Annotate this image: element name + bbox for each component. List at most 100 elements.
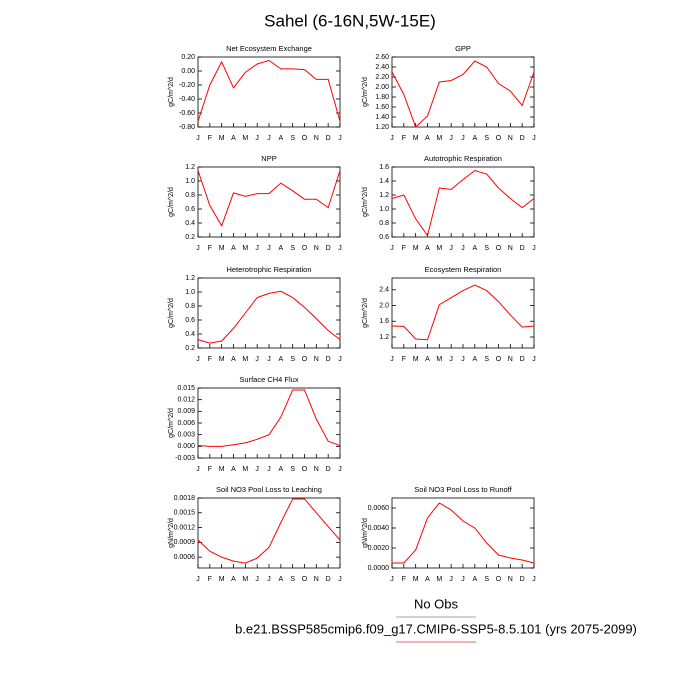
y-tick-label: 1.2 [379, 192, 389, 199]
x-tick-label: A [278, 466, 283, 473]
x-tick-label: M [219, 135, 225, 142]
y-tick-label: 0.4 [185, 331, 195, 338]
x-tick-label: F [402, 135, 406, 142]
x-tick-label: J [461, 576, 465, 583]
x-tick-label: M [436, 576, 442, 583]
panel-title: Soil NO3 Pool Loss to Leaching [216, 485, 322, 494]
y-tick-label: 2.4 [379, 287, 389, 294]
x-tick-label: A [278, 356, 283, 363]
x-tick-label: N [508, 576, 513, 583]
y-tick-label: 0.8 [185, 192, 195, 199]
y-tick-label: 2.40 [375, 64, 389, 71]
x-tick-label: F [402, 356, 406, 363]
data-line [197, 290, 341, 344]
plot-frame [197, 166, 341, 238]
x-tick-label: N [508, 356, 513, 363]
x-tick-label: S [290, 245, 295, 252]
x-tick-label: A [472, 245, 477, 252]
x-tick-label: A [231, 135, 236, 142]
plot-frame [391, 497, 535, 569]
x-tick-label: A [472, 356, 477, 363]
y-tick-label: 1.6 [379, 164, 389, 171]
x-tick-label: N [508, 135, 513, 142]
x-tick-label: S [290, 466, 295, 473]
y-tick-label: 1.0 [379, 206, 389, 213]
y-tick-label: -0.20 [179, 82, 195, 89]
x-tick-label: A [472, 135, 477, 142]
y-axis-label: gC/m^2/d [168, 408, 175, 438]
x-tick-label: F [402, 576, 406, 583]
x-tick-label: A [425, 135, 430, 142]
x-tick-label: F [402, 245, 406, 252]
x-tick-label: J [338, 135, 342, 142]
x-tick-label: J [267, 245, 271, 252]
plot-frame [391, 56, 535, 128]
x-tick-label: D [520, 576, 525, 583]
data-line [197, 170, 341, 227]
x-tick-label: D [520, 135, 525, 142]
y-tick-label: 0.0000 [368, 565, 390, 572]
x-tick-label: J [338, 245, 342, 252]
x-tick-label: M [242, 356, 248, 363]
y-tick-label: 0.0006 [174, 554, 196, 561]
y-tick-label: 0.0040 [368, 525, 390, 532]
x-tick-label: A [278, 576, 283, 583]
x-tick-label: A [425, 576, 430, 583]
x-tick-label: J [461, 245, 465, 252]
obs-label: No Obs [414, 596, 459, 611]
x-tick-label: J [390, 576, 394, 583]
y-tick-label: -0.40 [179, 96, 195, 103]
x-tick-label: J [390, 245, 394, 252]
x-tick-label: J [532, 245, 536, 252]
x-tick-label: N [314, 576, 319, 583]
y-tick-label: 0.6 [185, 317, 195, 324]
data-line [391, 169, 535, 237]
x-tick-label: S [484, 135, 489, 142]
y-tick-label: 0.0020 [368, 545, 390, 552]
x-tick-label: J [338, 356, 342, 363]
x-tick-label: J [255, 356, 259, 363]
y-tick-label: 0.2 [185, 234, 195, 241]
y-tick-label: 1.60 [375, 104, 389, 111]
x-tick-label: M [436, 135, 442, 142]
data-line [392, 502, 535, 564]
figure-title: Sahel (6-16N,5W-15E) [264, 11, 436, 30]
y-tick-label: 0.00 [181, 68, 195, 75]
x-tick-label: F [208, 576, 212, 583]
y-tick-label: 1.6 [379, 318, 389, 325]
y-axis-label: gC/m^2/d [362, 298, 369, 328]
x-tick-label: D [326, 356, 331, 363]
x-tick-label: O [496, 245, 502, 252]
x-tick-label: J [390, 135, 394, 142]
x-tick-label: J [449, 356, 453, 363]
panel-title: NPP [261, 154, 276, 163]
y-tick-label: 1.2 [185, 275, 195, 282]
x-tick-label: J [390, 356, 394, 363]
y-tick-label: 0.4 [185, 220, 195, 227]
y-tick-label: 1.4 [379, 178, 389, 185]
x-tick-label: J [196, 356, 200, 363]
y-tick-label: 0.0012 [174, 524, 196, 531]
x-tick-label: N [314, 356, 319, 363]
x-tick-label: D [326, 576, 331, 583]
plot-frame [391, 277, 535, 349]
y-axis-label: gC/m^2/d [362, 77, 369, 107]
x-tick-label: F [208, 135, 212, 142]
y-axis-label: gC/m^2/d [168, 187, 175, 217]
panel-title: Autotrophic Respiration [424, 154, 502, 163]
x-tick-label: A [425, 356, 430, 363]
data-line [391, 284, 535, 341]
x-tick-label: M [242, 576, 248, 583]
y-tick-label: 1.2 [185, 164, 195, 171]
x-tick-label: A [278, 135, 283, 142]
x-tick-label: F [208, 356, 212, 363]
y-tick-label: 1.2 [379, 334, 389, 341]
x-tick-label: J [449, 576, 453, 583]
y-tick-label: 0.0018 [174, 495, 196, 502]
y-axis-label: gN/m^2/d [362, 518, 369, 548]
y-tick-label: 0.0060 [368, 505, 390, 512]
y-tick-label: 2.0 [379, 302, 389, 309]
x-tick-label: J [449, 135, 453, 142]
x-tick-label: D [520, 356, 525, 363]
